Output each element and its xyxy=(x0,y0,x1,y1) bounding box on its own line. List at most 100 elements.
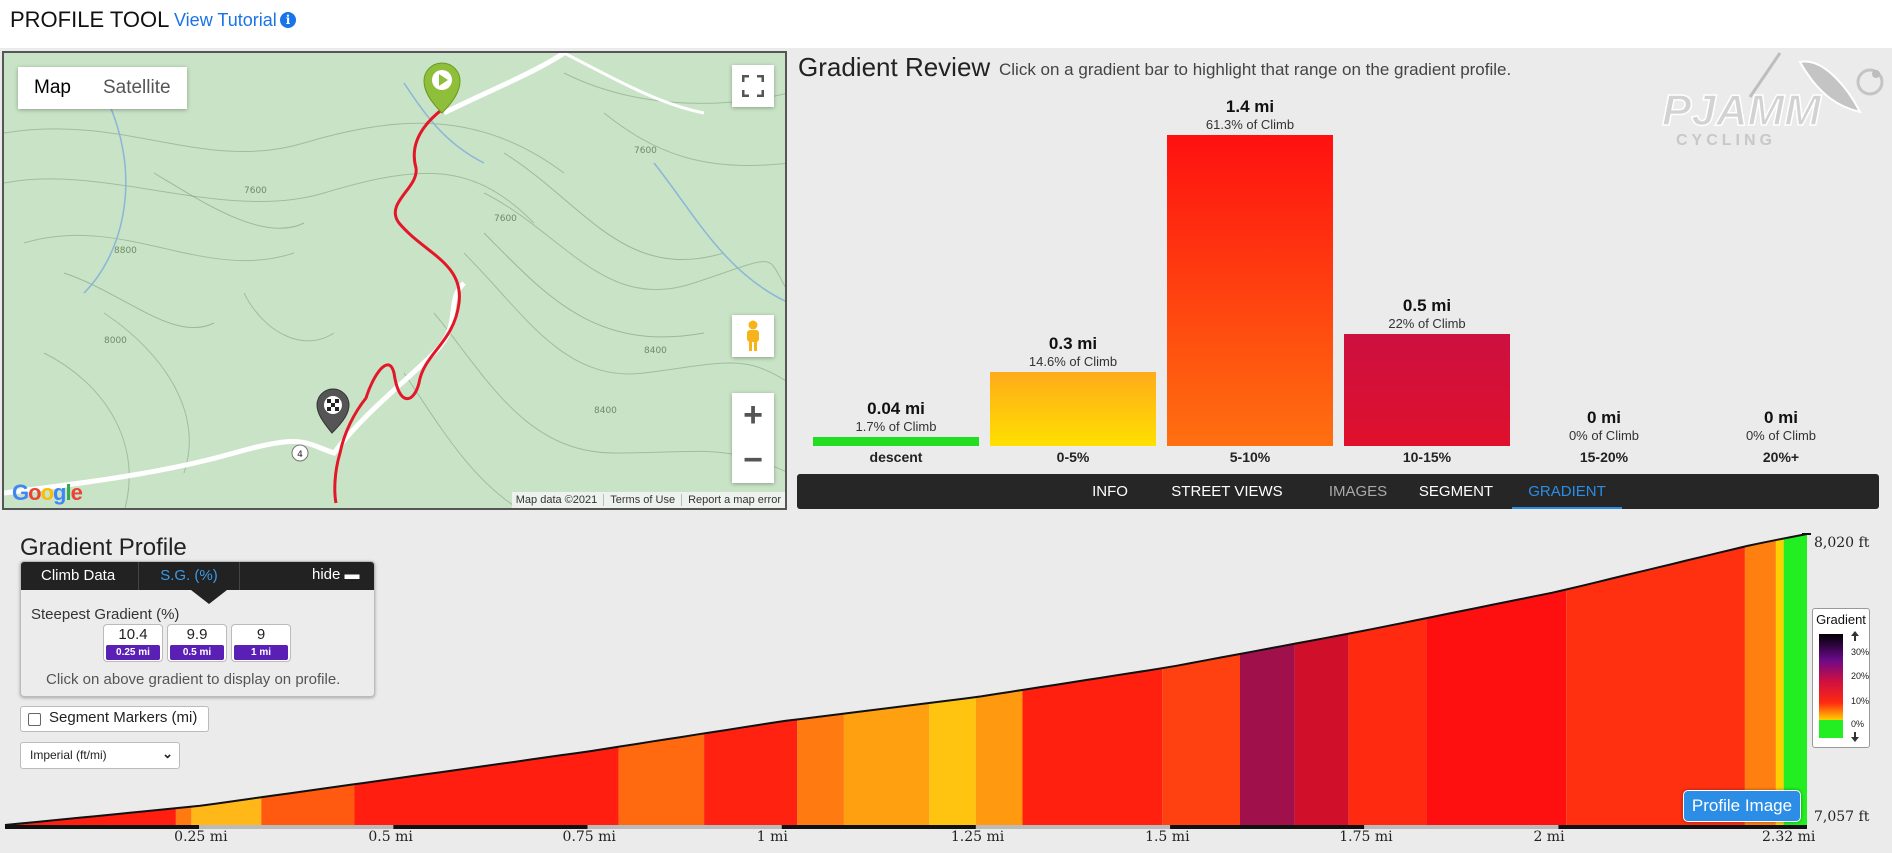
units-selected-value: Imperial (ft/mi) xyxy=(30,748,107,762)
distance-axis-segment xyxy=(781,825,976,829)
gradient-bar-category: 0-5% xyxy=(1056,449,1090,465)
gradient-segment-8[interactable] xyxy=(843,703,930,825)
distance-axis-segment xyxy=(393,825,588,829)
steepest-gradient-label: Steepest Gradient (%) xyxy=(31,606,180,623)
map-panel[interactable]: 7600 7600 8000 8400 8400 8800 7600 8000 … xyxy=(2,51,787,510)
gradient-bar-percent: 22% of Climb xyxy=(1388,316,1466,331)
legend-label: 30% xyxy=(1851,647,1870,657)
hide-button[interactable]: hide ▬ xyxy=(312,566,360,583)
gradient-bar-1[interactable] xyxy=(990,372,1156,446)
route-shield-icon: 4 xyxy=(291,444,309,462)
elevation-max-label: 8,020 ft xyxy=(1814,535,1870,551)
distance-tick-label: 1.75 mi xyxy=(1339,829,1393,845)
distance-axis-segment xyxy=(975,825,1171,829)
tab-street-views[interactable]: STREET VIEWS xyxy=(1171,483,1283,500)
terms-link[interactable]: Terms of Use xyxy=(603,494,675,506)
gradient-bar-percent: 0% of Climb xyxy=(1568,428,1640,443)
segment-markers-label: Segment Markers (mi) xyxy=(49,709,198,726)
distance-tick-label: 1 mi xyxy=(756,829,788,845)
gradient-segment-4[interactable] xyxy=(354,746,619,825)
gradient-segment-7[interactable] xyxy=(797,713,844,825)
logo-sub-text: CYCLING xyxy=(1676,132,1776,149)
gradient-bar-category: 5-10% xyxy=(1229,449,1271,465)
gradient-bar-percent: 0% of Climb xyxy=(1745,428,1817,443)
terrain-map[interactable]: 7600 7600 8000 8400 8400 8800 7600 8000 … xyxy=(4,53,787,510)
gradient-bar-3[interactable] xyxy=(1344,334,1510,446)
start-marker-icon[interactable] xyxy=(423,62,461,114)
fullscreen-icon xyxy=(742,75,764,97)
tab-images[interactable]: IMAGES xyxy=(1328,483,1388,500)
fullscreen-button[interactable] xyxy=(732,65,774,107)
route-number: 4 xyxy=(297,450,303,460)
map-tab-satellite[interactable]: Satellite xyxy=(102,77,171,98)
street-view-pegman-button[interactable] xyxy=(732,315,774,357)
gradient-segment-6[interactable] xyxy=(704,719,798,825)
distance-tick-label: 1.25 mi xyxy=(950,829,1005,845)
gradient-segment-13[interactable] xyxy=(1240,643,1295,825)
gradient-segment-19[interactable] xyxy=(1775,538,1784,826)
distance-axis-segment xyxy=(5,825,200,829)
minus-icon: − xyxy=(743,441,763,479)
units-select[interactable]: Imperial (ft/mi) ⌄ xyxy=(20,742,180,769)
elevation-min-label: 7,057 ft xyxy=(1814,809,1870,825)
steepest-gradient-0.5mi[interactable]: 9.9 0.5 mi xyxy=(167,624,227,662)
gradient-bar-category: 10-15% xyxy=(1402,449,1452,465)
tab-pointer xyxy=(191,590,227,604)
steepest-gradient-0.25mi[interactable]: 10.4 0.25 mi xyxy=(103,624,163,662)
contour-label: 8800 xyxy=(114,246,137,256)
climb-data-tab[interactable]: Climb Data xyxy=(41,567,116,584)
steepest-gradient-1mi[interactable]: 9 1 mi xyxy=(231,624,291,662)
gradient-legend: Gradient 30% 20% 10% 0% xyxy=(1812,608,1870,748)
contour-label: 7600 xyxy=(634,146,657,156)
map-tab-map[interactable]: Map xyxy=(34,77,71,98)
minus-icon: ▬ xyxy=(344,566,360,583)
legend-title: Gradient xyxy=(1816,612,1866,627)
profile-image-button[interactable]: Profile Image xyxy=(1683,790,1801,822)
gradient-segment-2[interactable] xyxy=(191,797,262,825)
report-map-error-link[interactable]: Report a map error xyxy=(681,494,781,506)
segment-markers-checkbox[interactable] xyxy=(28,713,41,726)
zoom-in-button[interactable]: + xyxy=(732,393,774,438)
steepest-value: 9 xyxy=(256,626,266,643)
distance-tick-label: 0.5 mi xyxy=(368,829,413,845)
gradient-segment-20[interactable] xyxy=(1783,534,1807,825)
gradient-bar-distance: 0.04 mi xyxy=(867,399,925,418)
gradient-profile-title: Gradient Profile xyxy=(20,534,187,561)
gradient-bar-0[interactable] xyxy=(813,437,979,446)
zoom-control: + − xyxy=(732,393,774,483)
gradient-profile-chart[interactable] xyxy=(0,528,1892,853)
gradient-bar-category: 20%+ xyxy=(1762,449,1800,465)
tab-gradient[interactable]: GRADIENT xyxy=(1512,474,1622,509)
tab-info[interactable]: INFO xyxy=(1092,483,1128,500)
info-icon[interactable]: i xyxy=(280,12,296,28)
gradient-segment-10[interactable] xyxy=(975,689,1023,825)
gradient-segment-9[interactable] xyxy=(929,697,976,825)
gradient-segment-17[interactable] xyxy=(1566,546,1745,825)
view-tutorial-link[interactable]: View Tutorial xyxy=(174,10,277,30)
map-attribution: Map data ©2021 Terms of Use Report a map… xyxy=(511,492,785,508)
gradient-bar-percent: 14.6% of Climb xyxy=(1028,354,1118,369)
gradient-segment-18[interactable] xyxy=(1744,540,1776,825)
gradient-bar-distance: 0.3 mi xyxy=(1048,334,1098,353)
elevation-line xyxy=(4,533,1808,826)
gradient-segment-15[interactable] xyxy=(1348,618,1427,825)
gradient-segment-12[interactable] xyxy=(1162,653,1240,825)
gradient-segment-5[interactable] xyxy=(618,733,705,825)
segment-markers-toggle[interactable]: Segment Markers (mi) xyxy=(20,706,209,732)
arrow-up-icon xyxy=(1851,631,1859,641)
contour-label: 7600 xyxy=(244,186,267,196)
gradient-bar-2[interactable] xyxy=(1167,135,1333,446)
climb-data-panel: Climb Data S.G. (%) hide ▬ Steepest Grad… xyxy=(20,561,375,697)
gradient-review-title: Gradient Review xyxy=(798,52,991,82)
contour-label: 8400 xyxy=(594,406,617,416)
tab-segment[interactable]: SEGMENT xyxy=(1418,483,1494,500)
gradient-segment-11[interactable] xyxy=(1022,668,1163,825)
contour-label: 8400 xyxy=(644,346,667,356)
steepest-gradient-tab[interactable]: S.G. (%) xyxy=(138,562,240,590)
gradient-segment-16[interactable] xyxy=(1426,589,1567,826)
gradient-segment-14[interactable] xyxy=(1294,633,1349,825)
gradient-bar-category: 15-20% xyxy=(1579,449,1629,465)
zoom-out-button[interactable]: − xyxy=(732,438,774,483)
finish-marker-icon[interactable] xyxy=(316,388,350,434)
gradient-segment-1[interactable] xyxy=(175,806,192,825)
